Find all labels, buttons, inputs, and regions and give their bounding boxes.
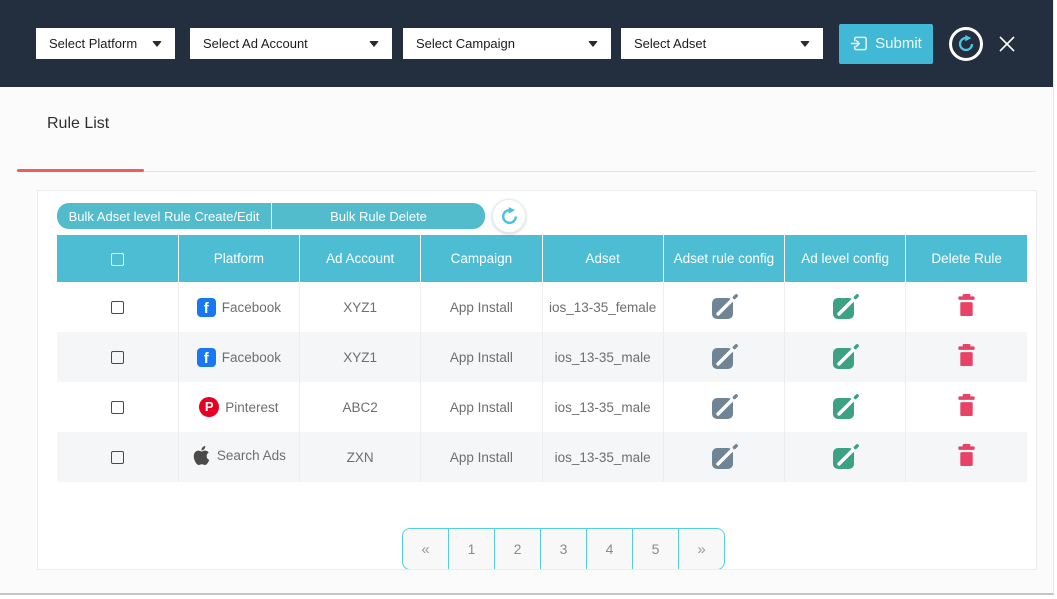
- adset-cell: ios_13-35_female: [542, 282, 664, 332]
- trash-icon[interactable]: [956, 343, 977, 368]
- close-icon[interactable]: [998, 35, 1016, 53]
- facebook-icon: f: [196, 347, 216, 367]
- trash-icon[interactable]: [956, 443, 977, 468]
- bulk-actions-row: Bulk Adset level Rule Create/Edit Bulk R…: [57, 199, 1025, 233]
- edit-pencil-icon[interactable]: [709, 341, 739, 371]
- platform-label: Facebook: [221, 349, 282, 365]
- bulk-button-group: Bulk Adset level Rule Create/Edit Bulk R…: [57, 203, 485, 229]
- ad-account-cell: ZXN: [299, 432, 422, 482]
- header-ad-level-config: Ad level config: [784, 235, 907, 282]
- select-platform-value: Select Platform: [49, 36, 138, 51]
- rules-table: Platform Ad Account Campaign Adset Adset…: [57, 235, 1027, 482]
- row-checkbox[interactable]: [110, 301, 124, 315]
- ad-account-cell: XYZ1: [299, 332, 422, 382]
- bulk-adset-rule-create-edit-button[interactable]: Bulk Adset level Rule Create/Edit: [57, 203, 272, 229]
- platform-label: Search Ads: [216, 448, 286, 463]
- active-tab-underline: [17, 169, 144, 172]
- header-select-all: [57, 235, 179, 282]
- header-campaign: Campaign: [420, 235, 543, 282]
- bulk-rule-delete-button[interactable]: Bulk Rule Delete: [272, 203, 485, 229]
- pagination-page-3[interactable]: 3: [540, 528, 587, 569]
- main-content: Rule List Bulk Adset level Rule Create/E…: [0, 87, 1053, 570]
- platform-label: Facebook: [221, 299, 282, 315]
- table-row: f Facebook XYZ1 App Install ios_13-35_fe…: [57, 282, 1027, 332]
- select-campaign-dropdown[interactable]: Select Campaign: [403, 28, 611, 59]
- select-ad-account-dropdown[interactable]: Select Ad Account: [190, 28, 392, 59]
- select-campaign-value: Select Campaign: [416, 36, 515, 51]
- ad-account-cell: XYZ1: [299, 282, 422, 332]
- pagination-next-button[interactable]: »: [678, 528, 725, 569]
- refresh-icon[interactable]: [492, 199, 526, 233]
- select-adset-value: Select Adset: [634, 36, 707, 51]
- pagination-page-2[interactable]: 2: [494, 528, 541, 569]
- header-platform: Platform: [178, 235, 301, 282]
- table-row: f Facebook XYZ1 App Install ios_13-35_ma…: [57, 332, 1027, 382]
- ad-account-cell: ABC2: [299, 382, 422, 432]
- tab-divider-line: [17, 171, 1036, 172]
- header-adset: Adset: [542, 235, 664, 282]
- submit-button[interactable]: Submit: [839, 23, 933, 64]
- refresh-icon[interactable]: [949, 26, 983, 61]
- edit-pencil-icon[interactable]: [709, 391, 739, 421]
- pagination-prev-button[interactable]: «: [402, 528, 449, 569]
- chevron-down-icon: [152, 40, 162, 47]
- platform-label: Pinterest: [225, 399, 279, 415]
- table-row: Search Ads ZXN App Install ios_13-35_mal…: [57, 432, 1027, 482]
- rules-table-header: Platform Ad Account Campaign Adset Adset…: [57, 235, 1027, 282]
- trash-icon[interactable]: [956, 393, 977, 418]
- edit-pencil-icon[interactable]: [830, 341, 860, 371]
- pinterest-icon: P: [199, 397, 220, 417]
- edit-pencil-icon[interactable]: [709, 441, 739, 471]
- header-ad-account: Ad Account: [299, 235, 422, 282]
- row-checkbox[interactable]: [110, 401, 124, 415]
- adset-cell: ios_13-35_male: [542, 332, 664, 382]
- pagination-page-4[interactable]: 4: [586, 528, 633, 569]
- row-checkbox[interactable]: [110, 351, 124, 365]
- adset-cell: ios_13-35_male: [542, 432, 664, 482]
- edit-pencil-icon[interactable]: [830, 291, 860, 321]
- edit-pencil-icon[interactable]: [830, 441, 860, 471]
- edit-pencil-icon[interactable]: [709, 291, 739, 321]
- tab-rule-list[interactable]: Rule List: [47, 115, 110, 132]
- edit-pencil-icon[interactable]: [830, 391, 860, 421]
- row-checkbox[interactable]: [110, 451, 124, 465]
- trash-icon[interactable]: [956, 293, 977, 318]
- select-ad-account-value: Select Ad Account: [203, 36, 308, 51]
- chevron-down-icon: [369, 40, 379, 47]
- tab-bar: Rule List: [0, 87, 1053, 172]
- login-arrow-icon: [850, 34, 869, 53]
- campaign-cell: App Install: [420, 432, 543, 482]
- chevron-down-icon: [800, 40, 810, 47]
- adset-cell: ios_13-35_male: [542, 382, 664, 432]
- rule-list-card: Bulk Adset level Rule Create/Edit Bulk R…: [37, 190, 1037, 570]
- chevron-down-icon: [588, 40, 598, 47]
- pagination: « 1 2 3 4 5 »: [57, 528, 1025, 569]
- header-adset-rule-config: Adset rule config: [663, 235, 786, 282]
- pagination-page-5[interactable]: 5: [632, 528, 679, 569]
- select-platform-dropdown[interactable]: Select Platform: [36, 28, 175, 59]
- table-row: P Pinterest ABC2 App Install ios_13-35_m…: [57, 382, 1027, 432]
- pagination-page-1[interactable]: 1: [448, 528, 495, 569]
- select-adset-dropdown[interactable]: Select Adset: [621, 28, 823, 59]
- filter-toolbar: Select Platform Select Ad Account Select…: [0, 0, 1053, 87]
- campaign-cell: App Install: [420, 332, 543, 382]
- facebook-icon: f: [196, 297, 216, 317]
- select-all-checkbox[interactable]: [110, 252, 124, 266]
- submit-button-label: Submit: [875, 35, 922, 52]
- tab-divider: [0, 169, 1053, 172]
- campaign-cell: App Install: [420, 382, 543, 432]
- header-delete-rule: Delete Rule: [905, 235, 1027, 282]
- campaign-cell: App Install: [420, 282, 543, 332]
- apple-icon: [192, 446, 211, 465]
